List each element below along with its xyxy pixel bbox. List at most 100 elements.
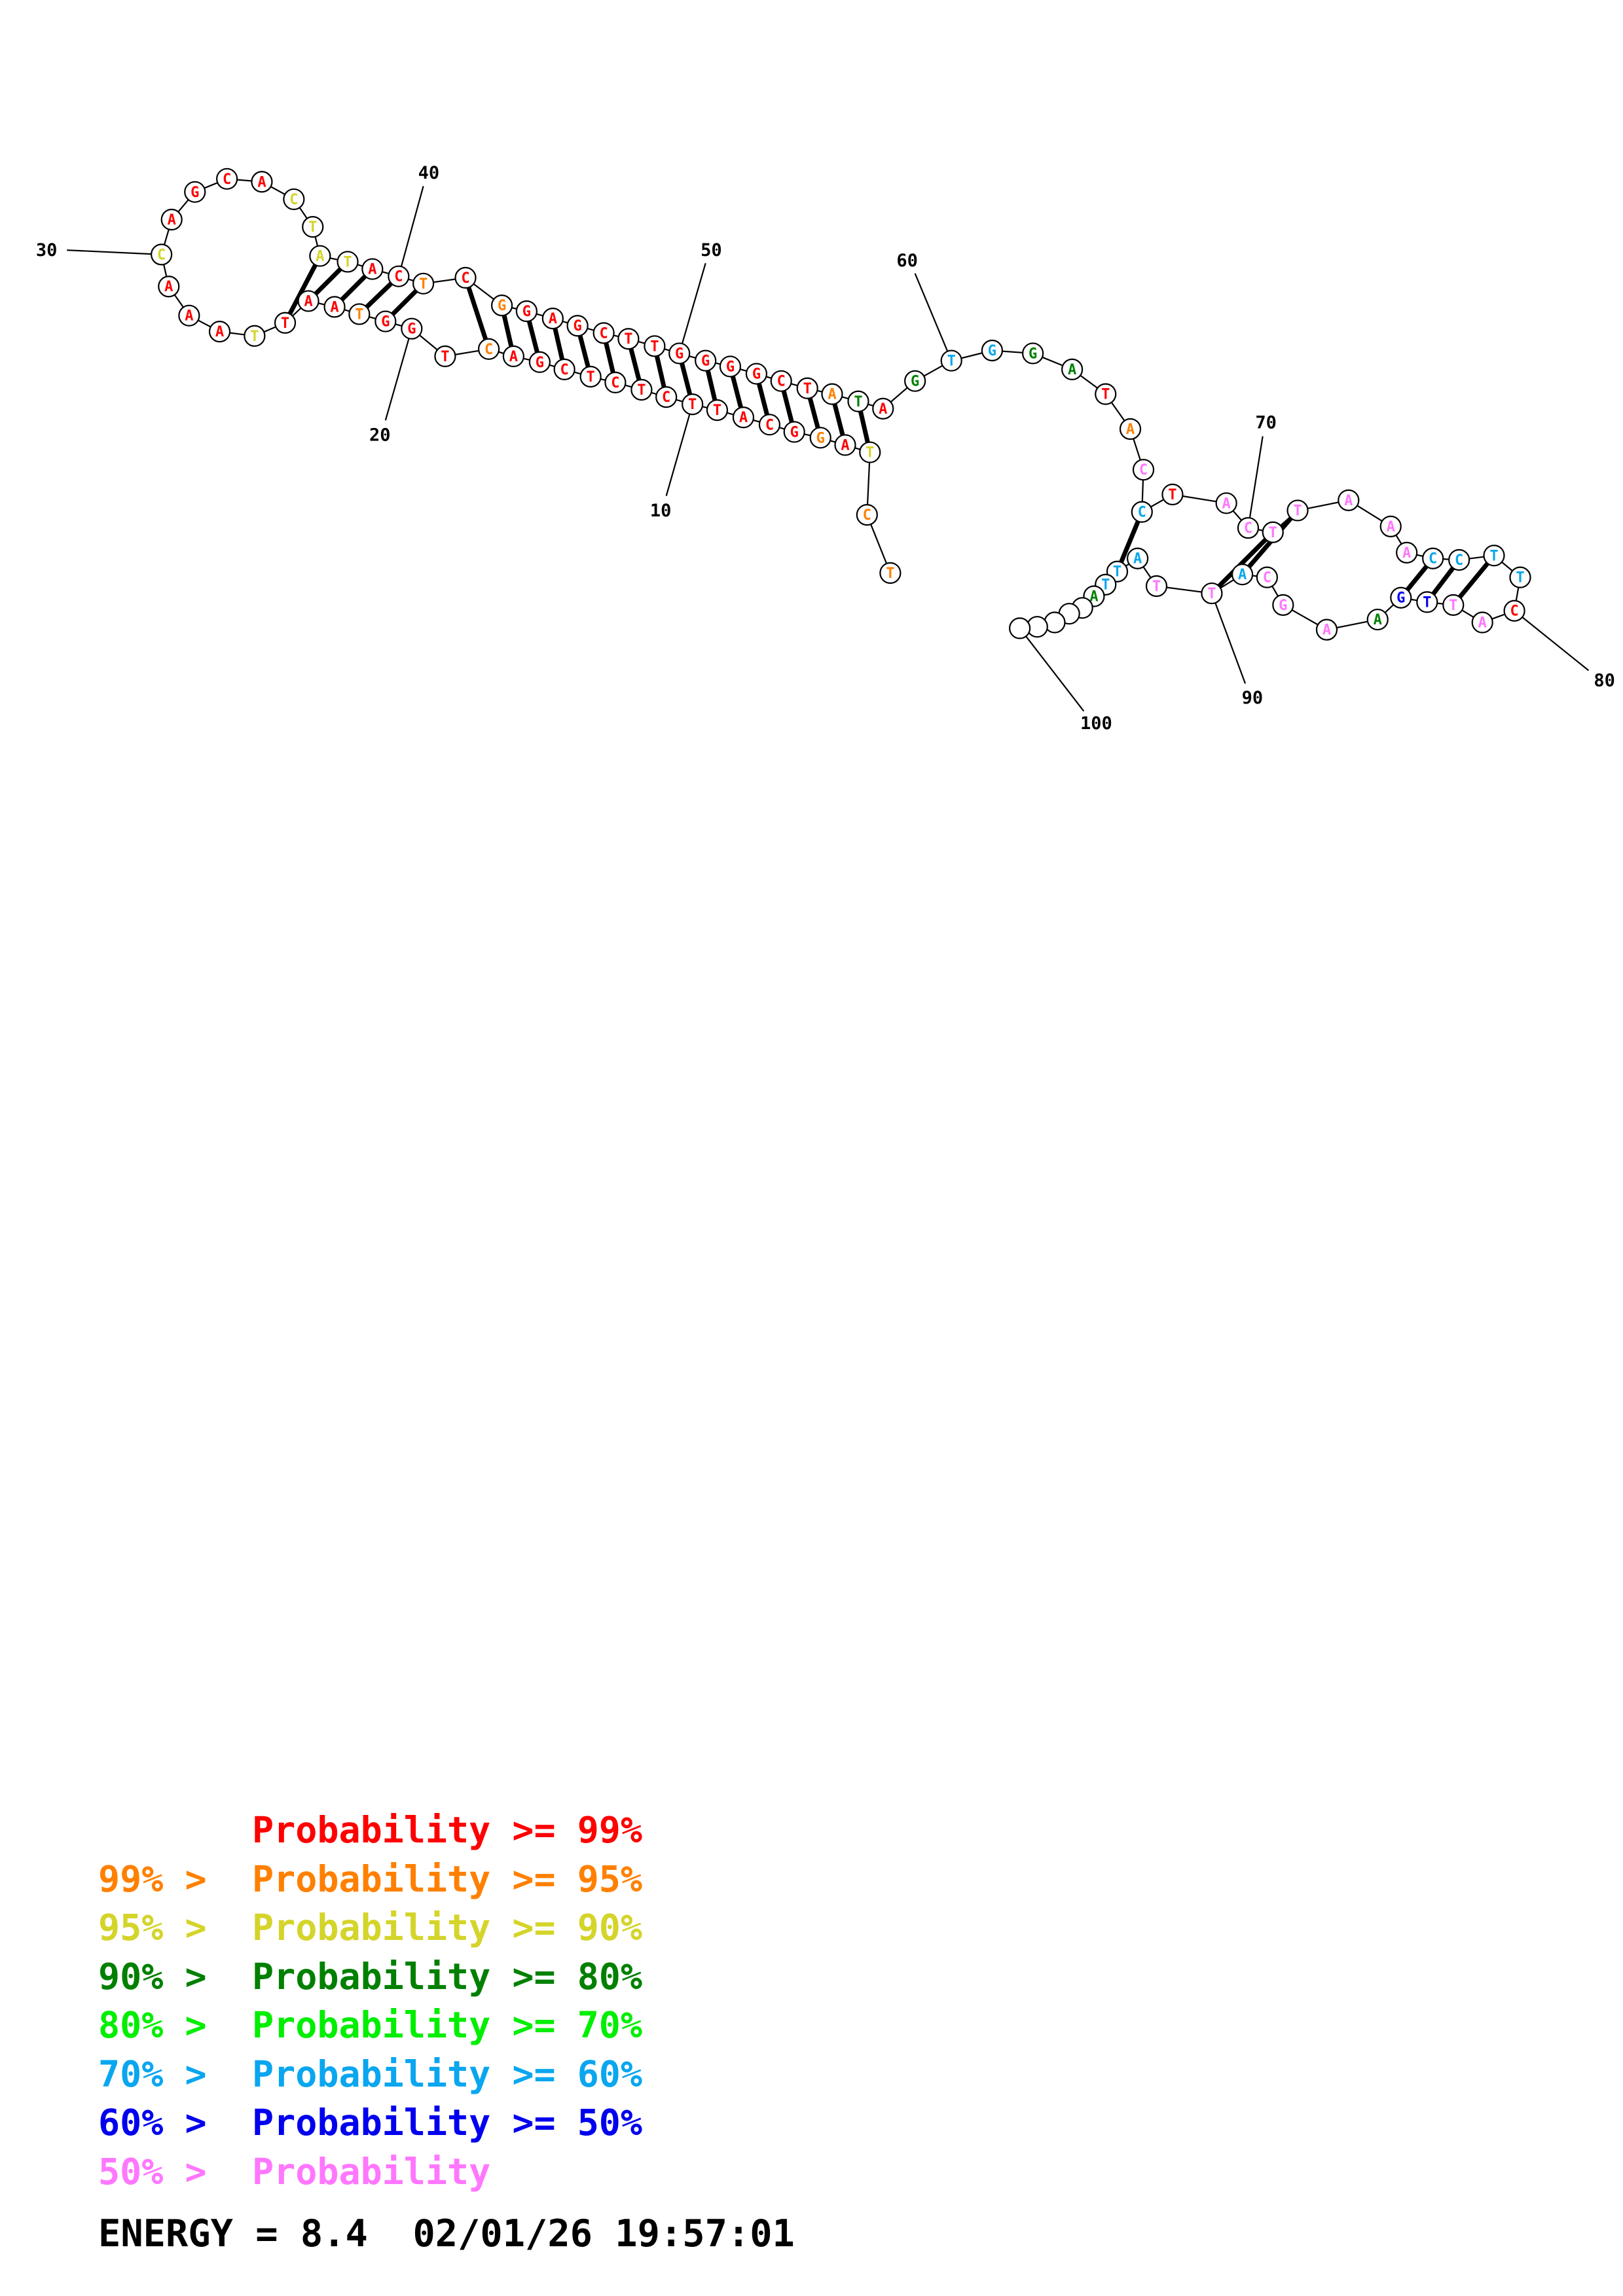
nucleotide-circle: [1448, 548, 1470, 571]
nucleotide: A: [158, 276, 180, 298]
nucleotide-letter: A: [1068, 362, 1076, 378]
nucleotide-letter: A: [1387, 519, 1395, 535]
nucleotide-circle: [1315, 619, 1338, 641]
nucleotide: G: [515, 300, 538, 323]
nucleotide-letter: G: [1029, 346, 1037, 362]
nucleotide-circle: [821, 383, 843, 405]
nucleotide-circle: [553, 358, 575, 380]
position-tick-line: [384, 328, 412, 421]
legend-row: 70% > Probability >= 60%: [98, 2051, 642, 2098]
legend-row: 60% > Probability >= 50%: [98, 2099, 642, 2146]
nucleotide-circle: [1509, 566, 1531, 588]
nucleotide: T: [1483, 545, 1505, 567]
nucleotide: A: [1366, 608, 1389, 631]
legend-prefix: 99% >: [98, 1857, 207, 1900]
nucleotide: T: [1262, 521, 1284, 543]
nucleotide: [1009, 617, 1031, 639]
nucleotide-letter: A: [164, 279, 173, 295]
nucleotide-letter: T: [713, 403, 721, 419]
nucleotide: T: [1416, 591, 1438, 613]
nucleotide-letter: G: [675, 346, 684, 362]
nucleotide: A: [323, 296, 346, 318]
nucleotide: A: [297, 290, 319, 312]
nucleotide-letter: A: [168, 212, 176, 228]
nucleotide: T: [706, 399, 729, 422]
nucleotide: A: [1471, 611, 1493, 634]
nucleotide-letter: C: [1138, 505, 1146, 521]
legend-row: 90% > Probability >= 80%: [98, 1953, 642, 2000]
nucleotide-letter: T: [1101, 577, 1110, 594]
nucleotide-circle: [309, 245, 331, 267]
nucleotide-circle: [151, 243, 173, 266]
nucleotide: G: [490, 295, 513, 317]
legend-text: Probability >= 50%: [252, 2102, 643, 2144]
nucleotide-letter: C: [777, 374, 786, 390]
nucleotide: C: [553, 358, 575, 380]
nucleotide: C: [216, 168, 238, 190]
nucleotide-circle: [412, 272, 435, 295]
nucleotide-letter: T: [1113, 564, 1122, 581]
nucleotide-circle: [1272, 594, 1294, 616]
nucleotide-letter: T: [1207, 586, 1216, 602]
legend-row: 50% > Probability: [98, 2148, 490, 2195]
nucleotide-circle: [1503, 600, 1525, 622]
nucleotide-letter: T: [624, 331, 632, 348]
nucleotide-letter: G: [911, 374, 919, 390]
nucleotide-letter: C: [484, 342, 493, 358]
nucleotide: G: [809, 427, 831, 449]
legend-prefix: 50% >: [98, 2150, 207, 2193]
legend-text: Probability >= 70%: [252, 2004, 643, 2046]
nucleotide-letter: A: [1402, 545, 1411, 562]
nucleotide-letter: A: [1322, 622, 1331, 639]
nucleotide: T: [644, 335, 666, 357]
nucleotide-circle: [1237, 516, 1260, 539]
nucleotide-letter: C: [1429, 551, 1437, 567]
nucleotide-letter: G: [1279, 598, 1287, 614]
nucleotide-letter: A: [1344, 493, 1353, 509]
nucleotide: A: [251, 171, 273, 193]
nucleotide: A: [1338, 489, 1360, 511]
nucleotide-circle: [1390, 586, 1412, 609]
position-tick-line: [914, 273, 953, 361]
nucleotide-circle: [1379, 515, 1402, 537]
nucleotide-circle: [401, 317, 423, 340]
nucleotide-circle: [1262, 521, 1284, 543]
nucleotide-circle: [302, 216, 324, 238]
nucleotide: T: [847, 390, 869, 412]
nucleotide-circle: [208, 321, 231, 343]
base-pair-bond: [1210, 530, 1275, 596]
nucleotide: G: [1022, 342, 1044, 365]
nucleotide: G: [1390, 586, 1412, 609]
nucleotide-letter: T: [308, 219, 317, 236]
nucleotide-letter: G: [536, 355, 544, 371]
nucleotide: C: [758, 414, 781, 436]
nucleotide: A: [872, 397, 894, 420]
nucleotide-letter: C: [600, 325, 608, 342]
nucleotide-letter: T: [1269, 525, 1277, 541]
nucleotide-letter: T: [866, 445, 874, 461]
nucleotide-circle: [388, 265, 410, 287]
position-label: 40: [418, 163, 440, 183]
nucleotide-letter: A: [1222, 495, 1231, 512]
nucleotide-letter: G: [752, 367, 761, 383]
nucleotide-circle: [158, 276, 180, 298]
nucleotide-letter: A: [1089, 589, 1098, 605]
nucleotide: G: [184, 181, 206, 203]
nucleotide-letter: A: [304, 293, 312, 310]
nucleotide: C: [283, 188, 305, 211]
position-tick-line: [1211, 593, 1247, 684]
nucleotide-letter: C: [157, 247, 166, 263]
nucleotide: A: [541, 308, 564, 330]
legend-prefix: 90% >: [98, 1955, 207, 1998]
timestamp: 02/01/26 19:57:01: [412, 2212, 795, 2255]
nucleotide: C: [1131, 501, 1153, 523]
nucleotide: A: [1231, 564, 1254, 586]
nucleotide-circle: [859, 441, 881, 463]
nucleotide-letter: T: [355, 306, 363, 323]
nucleotide: G: [528, 351, 551, 373]
nucleotide-letter: C: [289, 192, 298, 208]
nucleotide-letter: G: [191, 185, 199, 201]
nucleotide-letter: T: [1168, 487, 1176, 503]
position-label: 10: [650, 501, 672, 521]
position-label: 90: [1242, 688, 1264, 708]
